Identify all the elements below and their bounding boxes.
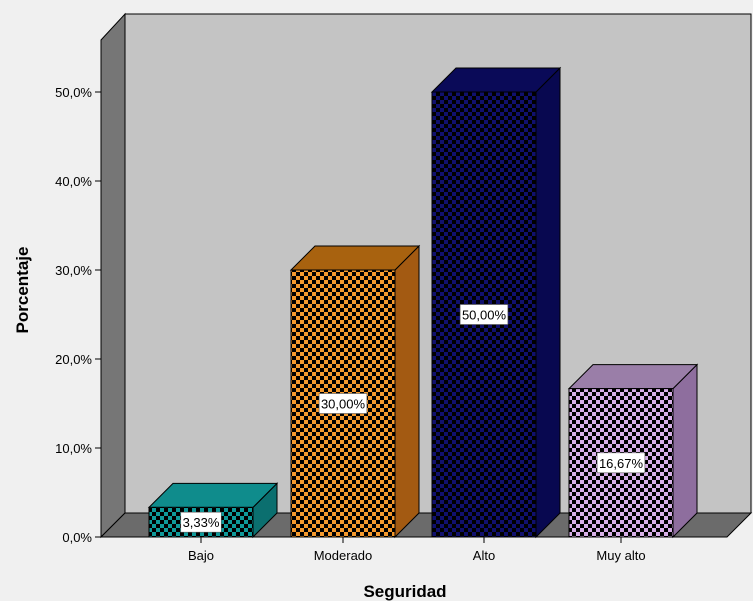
x-axis: Bajo Moderado Alto Muy alto xyxy=(101,536,727,563)
bar-muy-alto: 16,67% xyxy=(567,363,699,539)
data-label: 50,00% xyxy=(462,308,507,323)
x-tick-label: Moderado xyxy=(314,548,373,563)
x-tick-label: Alto xyxy=(473,548,495,563)
data-label: 3,33% xyxy=(183,515,220,530)
data-label: 16,67% xyxy=(599,456,644,471)
y-tick-label: 50,0% xyxy=(55,85,92,100)
data-label-box xyxy=(459,304,509,325)
bar-moderado: 30,00% xyxy=(289,244,421,539)
y-axis-title: Porcentaje xyxy=(13,247,32,334)
data-label-box xyxy=(318,393,368,414)
x-tick-label: Muy alto xyxy=(596,548,645,563)
y-tick-label: 40,0% xyxy=(55,174,92,189)
bar-side xyxy=(394,244,420,539)
bars: 3,33% 30,00% 50,00% 16,67% xyxy=(147,66,699,539)
y-tick-label: 30,0% xyxy=(55,263,92,278)
y-axis: 0,0% 10,0% 20,0% 30,0% 40,0% 50,0% xyxy=(55,40,102,545)
bar-alto: 50,00% xyxy=(430,66,562,539)
x-tick-label: Bajo xyxy=(188,548,214,563)
data-label-box xyxy=(596,452,646,474)
data-label-box xyxy=(180,511,222,533)
y-tick-label: 10,0% xyxy=(55,441,92,456)
y-tick-label: 20,0% xyxy=(55,352,92,367)
x-axis-title: Seguridad xyxy=(363,582,446,601)
data-label: 30,00% xyxy=(321,397,366,412)
bar-side xyxy=(672,363,698,539)
bar-side xyxy=(535,66,561,539)
side-wall xyxy=(100,12,126,539)
bar-bajo: 3,33% xyxy=(147,482,279,539)
y-tick-label: 0,0% xyxy=(62,530,92,545)
